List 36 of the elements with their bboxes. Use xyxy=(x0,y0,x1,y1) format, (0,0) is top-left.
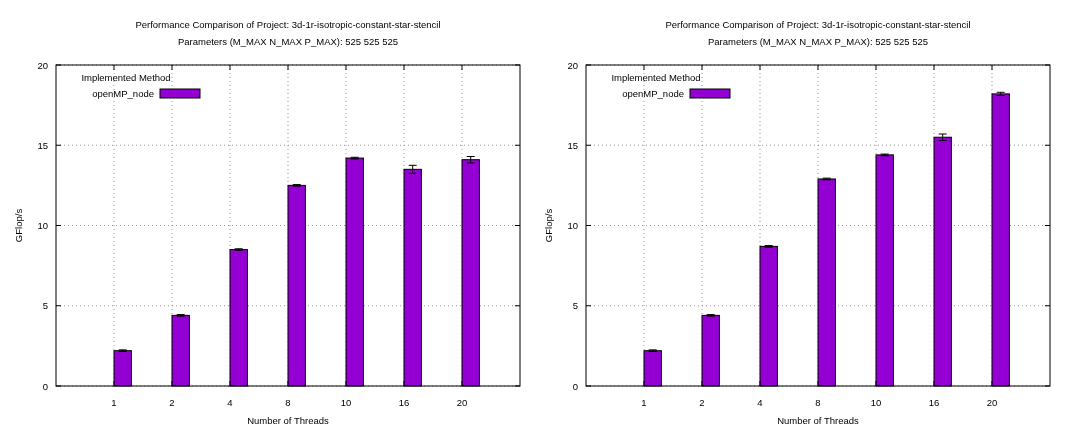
legend-label: openMP_node xyxy=(622,88,684,99)
x-tick-label: 20 xyxy=(986,397,998,408)
x-tick-label: 16 xyxy=(928,397,940,408)
y-tick-label: 10 xyxy=(37,220,48,231)
x-tick-label: 10 xyxy=(870,397,882,408)
y-tick-label: 15 xyxy=(37,139,48,151)
x-tick-label: 8 xyxy=(815,397,821,408)
y-tick-label: 0 xyxy=(572,380,578,392)
x-tick-label: 20 xyxy=(456,397,468,408)
x-tick-label: 10 xyxy=(340,397,352,408)
y-tick-label: 5 xyxy=(572,300,578,312)
y-tick-label: 5 xyxy=(42,300,48,312)
x-tick-label: 1 xyxy=(111,397,117,408)
x-tick-label: 4 xyxy=(757,397,763,408)
legend-title: Implemented Method xyxy=(611,72,701,83)
y-tick-label: 20 xyxy=(567,59,578,71)
x-tick-label: 2 xyxy=(169,397,175,408)
chart-title: Performance Comparison of Project: 3d-1r-isotropic-constant-star-stencil xyxy=(135,19,441,30)
chart-subtitle: Parameters (M_MAX N_MAX P_MAX): 525 525 525 xyxy=(177,36,399,47)
x-axis-title: Number of Threads xyxy=(247,415,330,426)
chart-title: Performance Comparison of Project: 3d-1r-isotropic-constant-star-stencil xyxy=(665,19,971,30)
y-tick-label: 0 xyxy=(42,380,48,392)
chart-subtitle: Parameters (M_MAX N_MAX P_MAX): 525 525 525 xyxy=(707,36,929,47)
x-tick-label: 4 xyxy=(227,397,233,408)
legend-label: openMP_node xyxy=(92,88,154,99)
legend-title: Implemented Method xyxy=(81,72,171,83)
y-tick-label: 10 xyxy=(567,220,578,231)
y-tick-label: 20 xyxy=(37,59,48,71)
x-axis-title: Number of Threads xyxy=(777,415,860,426)
y-axis-title: GFlop/s xyxy=(13,208,24,243)
x-tick-label: 8 xyxy=(285,397,291,408)
x-tick-label: 1 xyxy=(641,397,647,408)
x-tick-label: 16 xyxy=(398,397,410,408)
y-tick-label: 15 xyxy=(567,139,578,151)
x-tick-label: 2 xyxy=(699,397,705,408)
y-axis-title: GFlop/s xyxy=(543,208,554,243)
